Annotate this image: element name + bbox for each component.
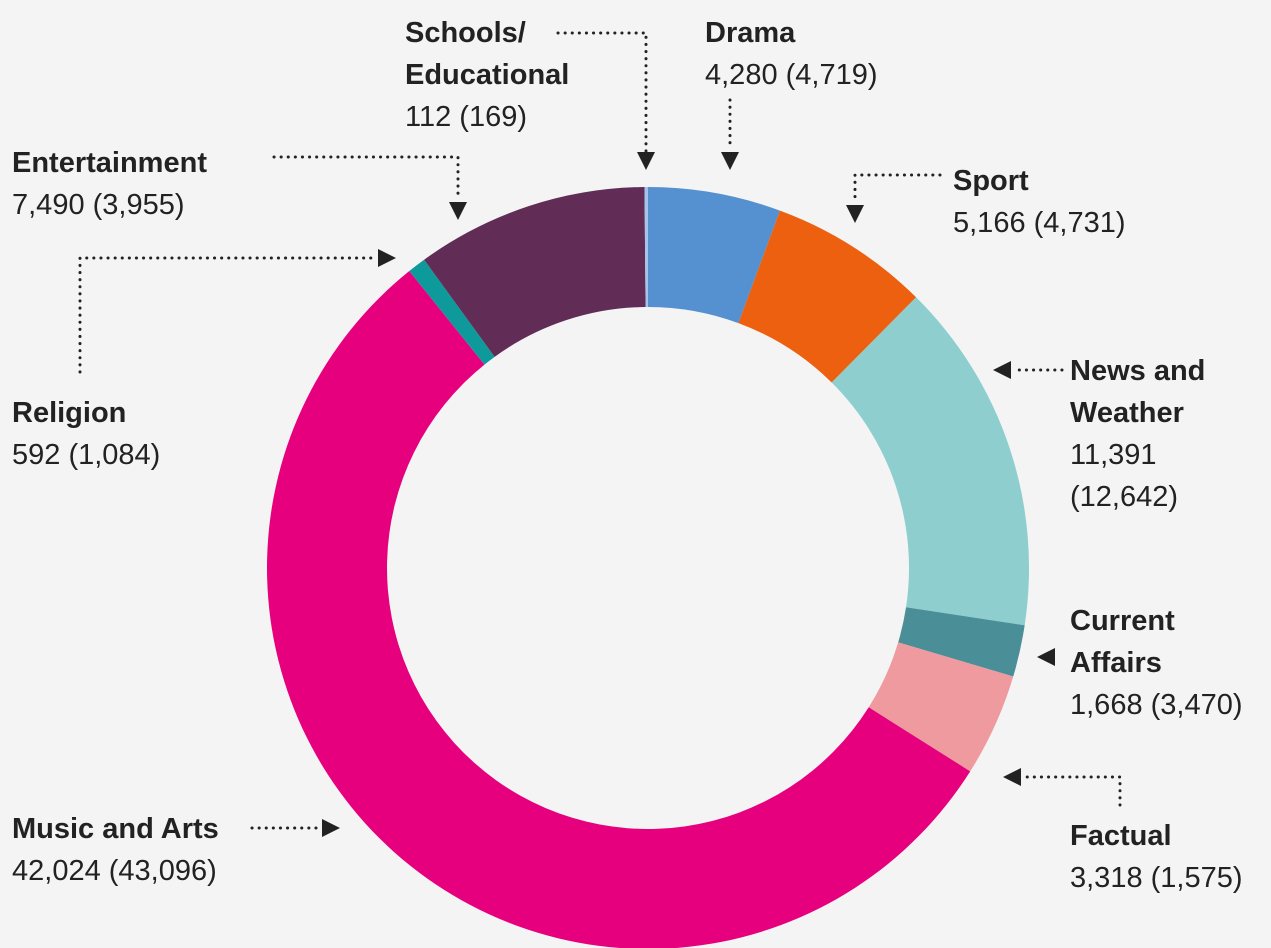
label: Religion 592 (1,084) [12, 392, 312, 476]
slice [831, 297, 1029, 626]
value-label: 1,668 [1070, 689, 1143, 721]
previous-label: (1,575) [1150, 862, 1243, 894]
slices [267, 187, 1029, 948]
category-label: Factual [1070, 820, 1172, 852]
category-label: News and Weather [1070, 355, 1206, 429]
leaders [78, 31, 1122, 837]
slice [409, 259, 495, 365]
leader-line [272, 155, 460, 200]
arrow [637, 152, 655, 170]
value-label: 592 [12, 439, 61, 471]
arrow [1037, 648, 1055, 666]
previous-label: (4,719) [785, 59, 878, 91]
label: Entertainment 7,490 (3,955) [12, 142, 312, 226]
category-label: Entertainment [12, 147, 207, 179]
leader-line [556, 31, 648, 154]
arrow [322, 819, 340, 837]
category-label: Drama [705, 17, 796, 49]
previous-label: (43,096) [108, 855, 217, 887]
leader-line [853, 173, 942, 200]
arrow [993, 361, 1011, 379]
previous-label: (169) [459, 101, 527, 133]
arrow [378, 249, 396, 267]
slice [648, 187, 780, 324]
label: Sport 5,166 (4,731) [953, 160, 1253, 244]
leader-line [78, 256, 376, 374]
previous-label: (3,955) [92, 189, 185, 221]
slice [738, 210, 917, 383]
arrow [1003, 768, 1021, 786]
category-label: Current Affairs [1070, 605, 1175, 679]
category-label: Religion [12, 397, 127, 429]
previous-label: (3,470) [1150, 689, 1243, 721]
label: Drama 4,280 (4,719) [705, 12, 1025, 96]
value-label: 4,280 [705, 59, 778, 91]
label: News and Weather 11,391 (12,642) [1070, 350, 1245, 518]
category-label: Music and Arts [12, 813, 219, 845]
value-label: 11,391 [1070, 439, 1157, 471]
slice [424, 187, 646, 357]
slice [868, 642, 1014, 772]
category-label: Sport [953, 165, 1029, 197]
value-label: 7,490 [12, 189, 85, 221]
slice [644, 187, 648, 308]
arrow [449, 202, 467, 220]
previous-label: (1,084) [68, 439, 161, 471]
value-label: 3,318 [1070, 862, 1143, 894]
arrow [721, 152, 739, 170]
value-label: 112 [405, 101, 452, 133]
previous-label: (12,642) [1070, 481, 1179, 513]
label: Current Affairs 1,668 (3,470) [1070, 600, 1270, 726]
category-label: Schools/ Educational [405, 17, 570, 91]
slice [898, 607, 1025, 677]
label: Schools/ Educational 112 (169) [405, 12, 605, 138]
value-label: 5,166 [953, 207, 1026, 239]
arrow [846, 205, 864, 223]
value-label: 42,024 [12, 855, 101, 887]
label: Factual 3,318 (1,575) [1070, 815, 1270, 899]
slice [267, 271, 971, 948]
leader-line [1024, 775, 1122, 807]
previous-label: (4,731) [1033, 207, 1126, 239]
label: Music and Arts 42,024 (43,096) [12, 808, 372, 892]
